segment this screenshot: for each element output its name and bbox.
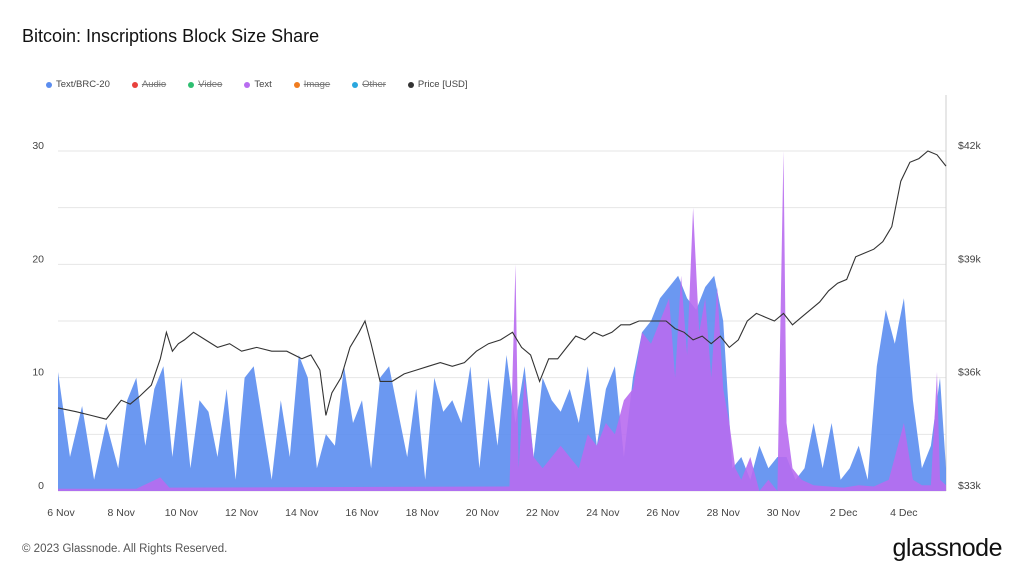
- y-right-tick-label: $42k: [958, 140, 982, 152]
- series-price-line: [57, 150, 947, 420]
- x-tick-label: 10 Nov: [165, 507, 199, 519]
- brand-logo: glassnode: [892, 534, 1003, 562]
- y-right-tick-label: $36k: [958, 367, 982, 379]
- x-tick-label: 28 Nov: [707, 507, 741, 519]
- y-left-tick-label: 30: [32, 140, 44, 152]
- legend-item-price-usd[interactable]: Price [USD]: [407, 79, 468, 90]
- legend-label: Price [USD]: [417, 79, 468, 90]
- legend-dot-icon: [46, 81, 52, 88]
- chart-title: Bitcoin: Inscriptions Block Size Share: [22, 26, 320, 46]
- legend-label: Image: [303, 79, 331, 90]
- x-tick-label: 12 Nov: [225, 507, 259, 519]
- legend-item-image[interactable]: Image: [293, 79, 331, 90]
- legend-item-video[interactable]: Video: [188, 79, 222, 90]
- y-left-tick-label: 10: [32, 367, 44, 379]
- y-right-tick-label: $33k: [958, 480, 982, 492]
- legend-item-text-brc-20[interactable]: Text/BRC-20: [46, 79, 110, 90]
- y-left-tick-label: 0: [38, 480, 44, 492]
- x-tick-label: 16 Nov: [345, 507, 379, 519]
- legend-label: Text/BRC-20: [56, 79, 110, 90]
- x-tick-label: 2 Dec: [830, 507, 857, 519]
- legend-item-text[interactable]: Text: [244, 79, 272, 90]
- legend-dot-icon: [131, 81, 138, 88]
- legend-label: Other: [362, 79, 386, 90]
- legend-dot-icon: [188, 81, 195, 88]
- legend-dot-icon: [244, 81, 251, 88]
- x-tick-label: 8 Nov: [107, 507, 135, 519]
- x-tick-label: 24 Nov: [586, 507, 620, 519]
- legend-item-other[interactable]: Other: [352, 79, 386, 90]
- y-right-tick-label: $39k: [958, 253, 982, 265]
- legend-dot-icon: [293, 81, 300, 88]
- y-left-tick-label: 20: [32, 253, 44, 265]
- x-tick-label: 18 Nov: [406, 507, 440, 519]
- legend-label: Audio: [141, 79, 167, 90]
- x-tick-label: 22 Nov: [526, 507, 560, 519]
- x-tick-label: 20 Nov: [466, 507, 500, 519]
- legend-label: Video: [198, 79, 223, 90]
- x-tick-label: 26 Nov: [646, 507, 680, 519]
- chart-legend: Text/BRC-20 Audio Video Text Image Other Price…: [46, 79, 468, 90]
- x-tick-label: 6 Nov: [47, 507, 75, 519]
- x-tick-label: 30 Nov: [767, 507, 801, 519]
- legend-dot-icon: [407, 81, 414, 88]
- legend-label: Text: [254, 79, 272, 90]
- legend-dot-icon: [352, 81, 359, 88]
- series-text-area: [58, 151, 946, 491]
- legend-item-audio[interactable]: Audio: [131, 79, 167, 90]
- x-tick-label: 14 Nov: [285, 507, 319, 519]
- copyright-text: © 2023 Glassnode. All Rights Reserved.: [22, 543, 228, 555]
- x-tick-label: 4 Dec: [890, 507, 917, 519]
